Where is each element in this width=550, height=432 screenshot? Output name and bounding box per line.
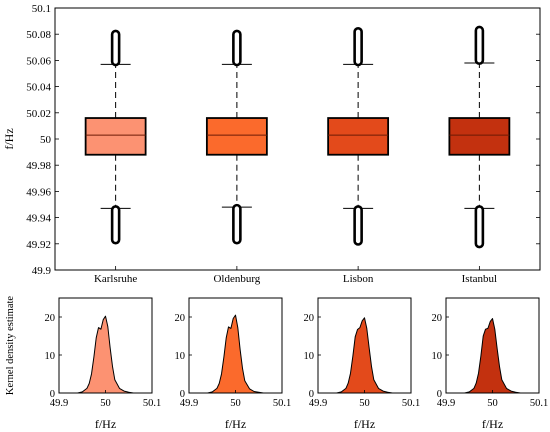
kde-panel-oldenburg: 49.9 50 50.1 0 10 20 f/Hz [175,297,291,431]
plot-frame [54,7,541,271]
outliers-lower [353,205,363,246]
density-area [207,314,264,394]
boxplot-panel: 49.9 49.92 49.94 49.96 49.98 50 50.02 50.04 50.0… [2,3,541,285]
kde-panels: Kernel density estimate 49.9 50 50.1 0 10 20 f/… [5,296,548,431]
y-tick-label: 49.96 [26,186,51,198]
y-tick-label: 50.08 [26,29,51,41]
panel-frame [188,297,283,394]
y-tick-label: 0 [309,389,314,400]
panel-frame [58,297,153,394]
x-tick-label: 50.1 [143,398,161,409]
kde-panel-lisbon: 49.9 50 50.1 0 10 20 f/Hz [304,297,420,431]
x-tick-label: 50.1 [402,398,420,409]
y-tick-label: 50 [40,134,52,146]
x-axis-label: f/Hz [354,417,375,431]
y-tick-label: 10 [304,351,315,362]
x-tick-label: 49.9 [50,398,68,409]
outliers-upper [110,29,121,67]
x-axis-label: f/Hz [225,417,246,431]
kde-panel-istanbul: 49.9 50 50.1 0 10 20 f/Hz [432,297,548,431]
y-tick-label: 0 [180,389,185,400]
y-tick-label: 49.92 [26,239,51,251]
y-tick-label: 0 [50,389,55,400]
x-tick-label: 49.9 [437,398,455,409]
x-tick-label: Oldenburg [213,273,260,285]
y-tick-label: 0 [437,389,442,400]
outliers-lower [474,205,485,249]
box-lisbon [327,117,390,156]
box-istanbul [448,117,511,156]
y-tick-label: 20 [304,313,315,324]
y-tick-label: 49.9 [32,265,52,277]
density-area [336,317,393,394]
density-area [77,315,134,394]
outliers-upper [232,29,242,67]
box-oldenburg [205,117,268,156]
y-tick-label: 49.94 [26,213,51,225]
outliers-lower [232,203,242,245]
y-tick-label: 50.04 [26,82,51,94]
y-tick-label: 20 [175,313,186,324]
x-tick-label: 49.9 [180,398,198,409]
outliers-lower [110,205,121,245]
kde-panel-karlsruhe: 49.9 50 50.1 0 10 20 f/Hz [45,297,161,431]
x-axis-label: f/Hz [482,417,503,431]
panel-frame [317,297,412,394]
x-tick-label: 50 [359,398,370,409]
x-tick-label: 50 [230,398,241,409]
x-tick-label: 50.1 [273,398,291,409]
y-tick-label: 50.1 [32,3,51,15]
kde-y-axis-label: Kernel density estimate [5,296,16,395]
y-tick-label: 20 [45,313,56,324]
x-tick-label: 50.1 [530,398,548,409]
y-tick-label: 10 [432,351,443,362]
x-tick-label: Istanbul [462,273,497,285]
panel-frame [445,297,540,394]
x-tick-label: 49.9 [309,398,327,409]
box-karlsruhe [84,117,147,156]
x-tick-label: Lisbon [343,273,374,285]
x-tick-label: Karlsruhe [94,273,137,285]
y-tick-label: 10 [45,351,56,362]
x-tick-label: 50 [100,398,111,409]
density-area [464,318,521,394]
y-tick-label: 49.98 [26,160,51,172]
y-tick-label: 50.02 [26,108,51,120]
y-tick-label: 10 [175,351,186,362]
y-axis-label: f/Hz [2,128,16,149]
x-tick-label: 50 [487,398,498,409]
x-axis-label: f/Hz [95,417,116,431]
y-tick-label: 50.06 [26,55,51,67]
outliers-upper [474,25,485,66]
y-tick-label: 20 [432,313,443,324]
outliers-upper [353,26,363,67]
